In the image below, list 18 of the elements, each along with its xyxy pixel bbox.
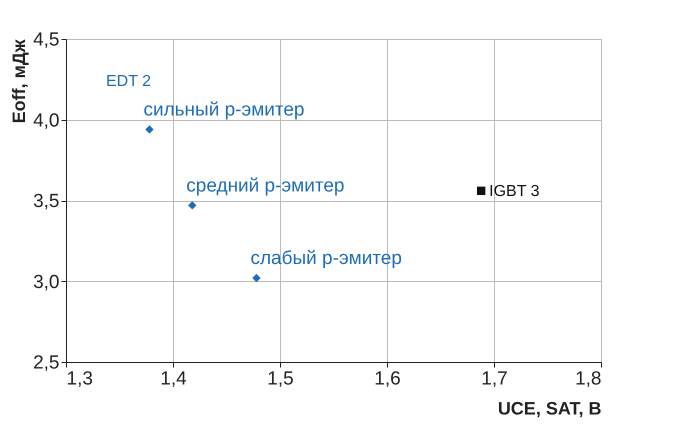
annotation: EDT 2 xyxy=(106,73,152,90)
x-tick-label: 1,7 xyxy=(481,368,508,390)
annotation: слабый p-эмитер xyxy=(250,248,402,270)
y-tick-label: 4,0 xyxy=(33,110,60,132)
y-tick-label: 2,5 xyxy=(33,352,60,374)
x-tick-label: 1,8 xyxy=(575,368,602,390)
x-axis-title: UCE, SAT, В xyxy=(498,398,602,418)
y-tick-label: 3,0 xyxy=(33,272,60,293)
annotation: средний p-эмитер xyxy=(186,175,344,196)
annotation: сильный p-эмитер xyxy=(143,99,304,120)
x-tick-label: 1,6 xyxy=(374,368,401,390)
y-tick-label: 3,5 xyxy=(33,191,60,212)
y-tick-label: 4,5 xyxy=(33,30,60,50)
annotation: IGBT 3 xyxy=(489,182,540,200)
x-tick-label: 1,5 xyxy=(267,368,294,390)
x-tick-label: 1,4 xyxy=(160,368,188,390)
y-axis-title: Eoff, мДж xyxy=(9,39,30,124)
x-tick-label: 1,3 xyxy=(66,368,93,390)
